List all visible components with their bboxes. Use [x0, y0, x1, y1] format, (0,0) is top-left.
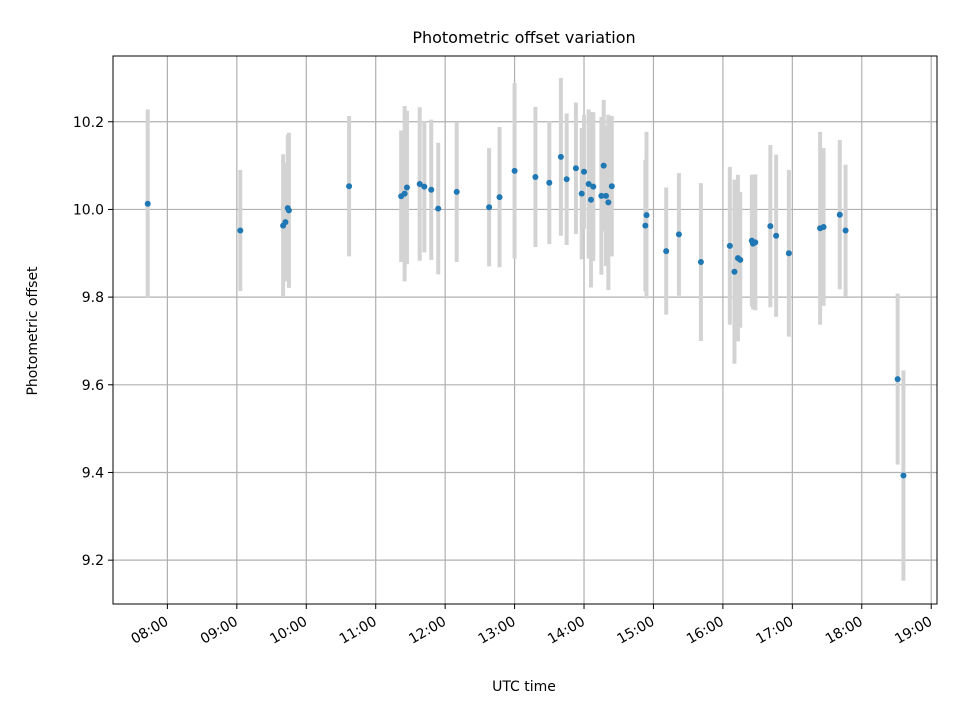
data-point [453, 188, 460, 195]
y-tick-label: 9.6 [82, 378, 104, 394]
data-point [416, 181, 423, 188]
data-point [663, 248, 670, 255]
data-point [237, 227, 244, 234]
y-tick-label: 9.2 [82, 553, 104, 569]
data-point [820, 223, 827, 230]
data-point [563, 176, 570, 183]
data-point [773, 232, 780, 239]
data-point [428, 186, 435, 193]
data-point [578, 190, 585, 197]
data-point [697, 259, 704, 266]
data-point [643, 212, 650, 219]
data-point [585, 181, 592, 188]
data-point [605, 199, 612, 206]
data-point [496, 194, 503, 201]
data-point [785, 250, 792, 257]
data-point [421, 183, 428, 190]
data-point [836, 211, 843, 218]
data-point [737, 256, 744, 263]
data-point [346, 183, 353, 190]
data-point [403, 184, 410, 191]
data-point [842, 227, 849, 234]
data-point [144, 200, 151, 207]
data-point [587, 196, 594, 203]
data-point [590, 183, 597, 190]
data-point [532, 173, 539, 180]
chart-title: Photometric offset variation [412, 28, 635, 47]
plot-area-frame [112, 55, 938, 605]
data-point [752, 239, 759, 246]
data-point [435, 205, 442, 212]
y-axis-label: Photometric offset [25, 266, 41, 396]
y-tick-label: 10.0 [73, 202, 104, 218]
data-point [894, 376, 901, 383]
data-point [726, 242, 733, 249]
data-point [546, 179, 553, 186]
data-point [486, 204, 493, 211]
data-point [767, 223, 774, 230]
data-point [282, 219, 289, 226]
data-point [285, 207, 292, 214]
data-points [144, 153, 907, 479]
y-tick-label: 10.2 [73, 115, 104, 131]
data-point [642, 222, 649, 229]
data-point [511, 167, 518, 174]
x-axis-label: UTC time [492, 679, 556, 695]
data-point [572, 165, 579, 172]
data-point [401, 190, 408, 197]
data-point [731, 268, 738, 275]
data-point [600, 162, 607, 169]
data-point [557, 153, 564, 160]
data-point [675, 231, 682, 238]
data-point [608, 183, 615, 190]
data-point [900, 472, 907, 479]
data-point [598, 192, 605, 199]
y-axis-ticks: 9.2 9.4 9.6 9.8 10.0 10.2 [73, 115, 113, 569]
data-point [603, 192, 610, 199]
y-tick-label: 9.4 [82, 465, 104, 481]
y-tick-label: 9.8 [82, 290, 104, 306]
data-point [581, 168, 588, 175]
